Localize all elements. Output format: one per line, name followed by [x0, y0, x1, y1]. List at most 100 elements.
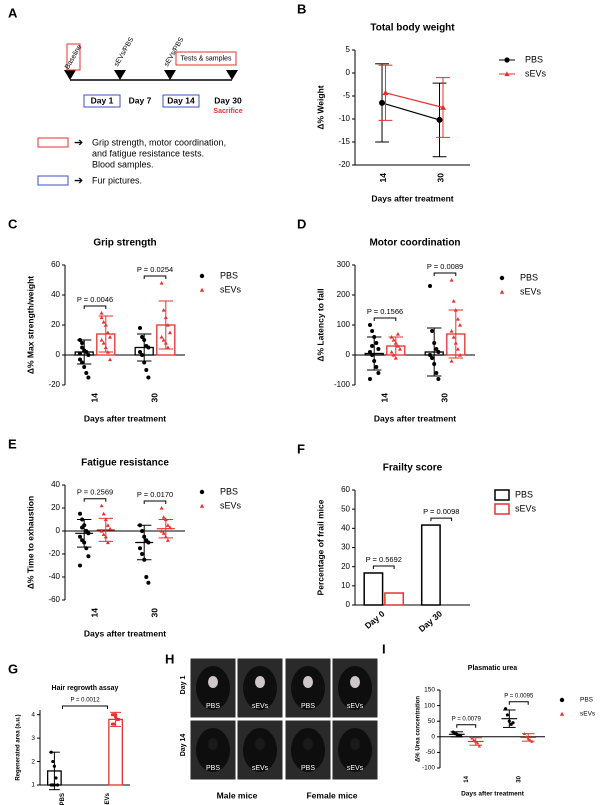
data-point — [101, 341, 106, 345]
data-point — [524, 735, 528, 739]
photo-label: sEVs — [252, 765, 269, 772]
data-point — [430, 356, 435, 360]
arrowhead — [226, 70, 238, 80]
data-point — [455, 317, 460, 321]
y-tick-label: -50 — [426, 749, 436, 756]
data-point — [395, 344, 400, 348]
shaved-area — [303, 676, 313, 688]
p-value: P = 0.0046 — [77, 295, 113, 304]
legend-label: sEVs — [220, 284, 242, 294]
significance-bracket — [373, 317, 397, 321]
significance-bracket — [433, 272, 457, 276]
data-point — [86, 554, 91, 559]
shaved-area — [350, 676, 360, 688]
photo-grid: PBS sEVs PBS sEVs PBS sEVs PBS sEVs — [189, 657, 379, 781]
p-value: P = 0.0089 — [427, 262, 463, 271]
data-point — [78, 511, 82, 516]
data-point — [376, 347, 381, 351]
data-point — [370, 329, 375, 333]
legend-marker — [559, 697, 565, 703]
panel-letter: C — [8, 216, 18, 231]
bar — [108, 718, 123, 786]
data-point — [78, 563, 82, 568]
data-point — [430, 329, 435, 333]
y-tick-label: 20 — [341, 562, 350, 571]
data-point — [144, 368, 149, 372]
data-point — [455, 347, 460, 351]
data-point — [472, 738, 476, 742]
significance-bracket — [430, 517, 453, 522]
y-axis-label: Percentage of frail mice — [315, 499, 325, 595]
legend-label: sEVs — [520, 286, 542, 296]
legend-marker — [199, 273, 205, 279]
significance-bracket — [143, 275, 167, 279]
red-box — [66, 43, 81, 71]
legend-swatch — [494, 503, 510, 515]
significance-bracket — [83, 305, 107, 309]
data-point — [168, 330, 172, 335]
data-point — [51, 759, 55, 764]
data-point — [117, 717, 121, 721]
data-point — [99, 503, 104, 508]
y-tick-label: 4 — [31, 711, 35, 718]
data-point — [161, 338, 166, 342]
y-tick-label: 30 — [341, 543, 350, 552]
data-point — [374, 365, 379, 369]
chart-title: Plasmatic urea — [468, 665, 518, 672]
x-tick-label: 30 — [439, 393, 449, 403]
legend-swatch — [494, 489, 510, 501]
legend-marker — [199, 489, 205, 495]
data-point — [78, 351, 82, 356]
data-point — [449, 278, 454, 282]
y-tick-label: 5 — [346, 45, 351, 54]
y-tick-label: 3 — [31, 735, 35, 742]
y-tick-label: -20 — [48, 549, 60, 558]
legend-label: sEVs — [525, 68, 547, 78]
data-point — [105, 330, 110, 335]
x-axis-label: Days after treatment — [461, 791, 525, 798]
y-tick-label: 200 — [337, 290, 351, 299]
data-point — [449, 359, 454, 363]
significance-bracket — [143, 500, 167, 504]
y-tick-label: -5 — [343, 91, 351, 100]
data-point — [140, 552, 145, 556]
data-point — [86, 353, 91, 357]
y-axis-label: Regenerated area (a.u.) — [16, 714, 22, 780]
data-point — [165, 323, 170, 327]
data-point — [99, 311, 104, 315]
y-tick-label: 20 — [51, 320, 60, 329]
x-tick-label: PBS — [60, 793, 66, 805]
y-tick-label: 300 — [337, 260, 351, 269]
p-value: P = 0.2569 — [77, 488, 113, 497]
data-point — [146, 345, 151, 350]
legend-label: PBS — [520, 272, 538, 282]
blue-legend-box — [37, 175, 69, 186]
data-point — [370, 344, 375, 348]
day-label: Day 14 — [167, 95, 195, 105]
legend-label: PBS — [525, 54, 543, 64]
data-point — [99, 338, 104, 342]
data-point — [108, 357, 112, 362]
panel-letter: G — [8, 661, 18, 676]
legend-marker — [199, 287, 205, 292]
legend-text: and fatigue resistance tests. — [92, 148, 204, 158]
data-point — [393, 356, 398, 360]
data-point — [86, 375, 91, 380]
arrowhead — [64, 70, 76, 80]
y-tick-label: 0 — [346, 68, 351, 77]
bar — [384, 592, 405, 606]
data-point — [434, 371, 439, 375]
data-point — [80, 345, 85, 350]
data-point — [138, 326, 142, 330]
x-tick-label: 30 — [149, 608, 159, 618]
arrowhead — [114, 70, 126, 80]
data-point — [511, 721, 515, 725]
significance-bracket — [456, 724, 477, 728]
data-point — [159, 529, 164, 533]
chart-title: Total body weight — [370, 23, 455, 34]
shaved-area — [208, 738, 218, 750]
y-tick-label: 0 — [56, 350, 61, 359]
data-point — [370, 353, 375, 357]
data-point — [398, 347, 402, 351]
